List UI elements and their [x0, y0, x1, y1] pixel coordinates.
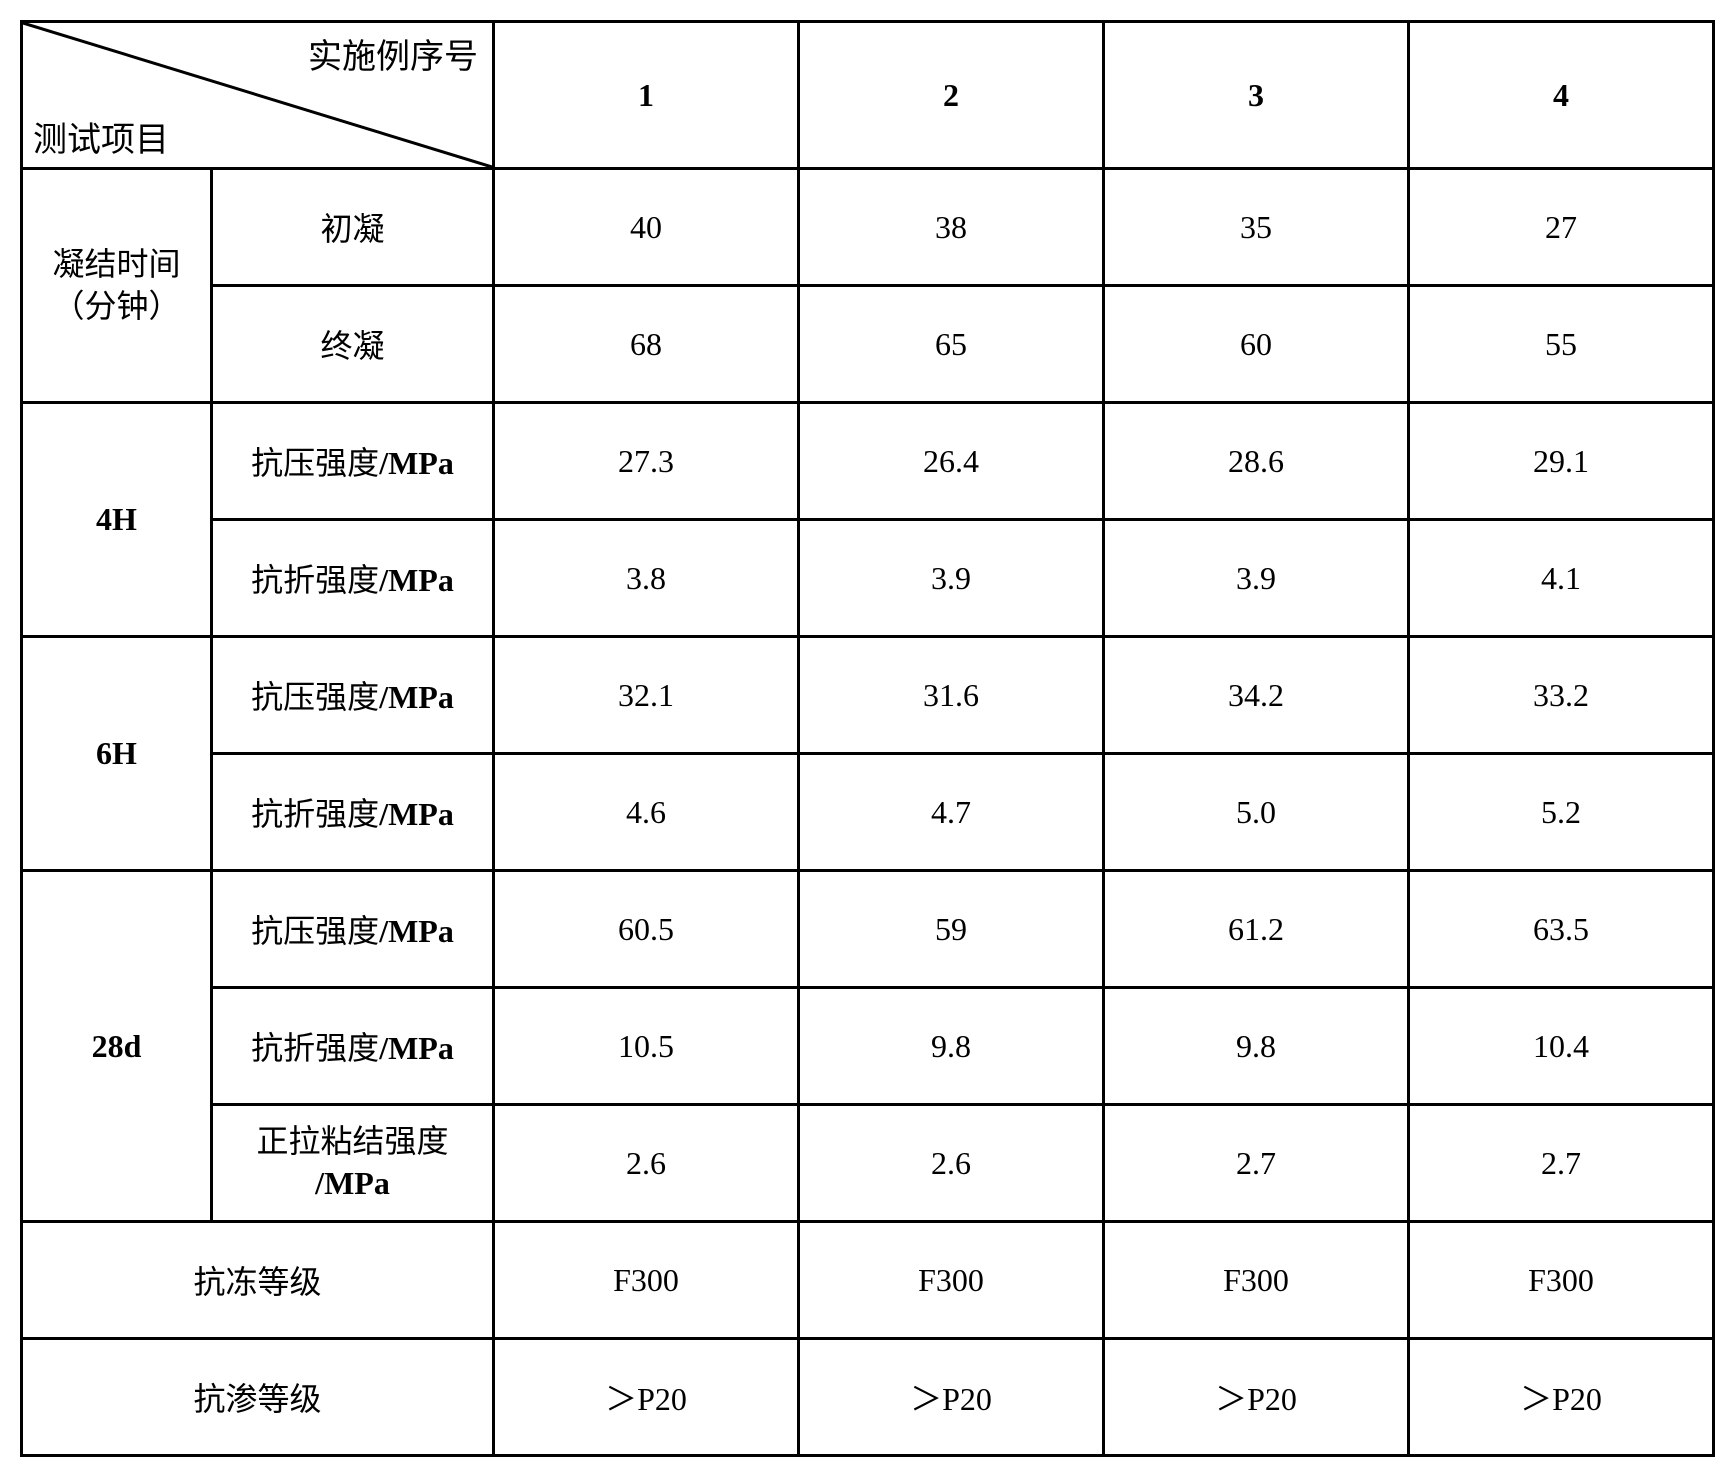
group-6h: 6H	[22, 637, 212, 871]
row-label: 抗压强度/MPa	[212, 403, 494, 520]
row-label: 抗压强度/MPa	[212, 871, 494, 988]
cell: F300	[1104, 1222, 1409, 1339]
table-row: 6H 抗压强度/MPa 32.1 31.6 34.2 33.2	[22, 637, 1714, 754]
table-header-row: 实施例序号 测试项目 1 2 3 4	[22, 22, 1714, 169]
table-row: 抗冻等级 F300 F300 F300 F300	[22, 1222, 1714, 1339]
cell: 31.6	[799, 637, 1104, 754]
table-row: 正拉粘结强度 /MPa 2.6 2.6 2.7 2.7	[22, 1105, 1714, 1222]
cell: 2.6	[494, 1105, 799, 1222]
row-label: 抗折强度/MPa	[212, 520, 494, 637]
cell: 34.2	[1104, 637, 1409, 754]
header-diag-top: 实施例序号	[308, 29, 478, 78]
row-label: 正拉粘结强度 /MPa	[212, 1105, 494, 1222]
cell: 27.3	[494, 403, 799, 520]
table-row: 4H 抗压强度/MPa 27.3 26.4 28.6 29.1	[22, 403, 1714, 520]
group-4h: 4H	[22, 403, 212, 637]
cell: 33.2	[1409, 637, 1714, 754]
group-set-time: 凝结时间 （分钟）	[22, 169, 212, 403]
col-header-3: 3	[1104, 22, 1409, 169]
cell: 29.1	[1409, 403, 1714, 520]
cell: F300	[1409, 1222, 1714, 1339]
col-header-4: 4	[1409, 22, 1714, 169]
cell: 60	[1104, 286, 1409, 403]
col-header-2: 2	[799, 22, 1104, 169]
cell: 9.8	[799, 988, 1104, 1105]
cell: 9.8	[1104, 988, 1409, 1105]
cell: 55	[1409, 286, 1714, 403]
cell: ＞P20	[799, 1339, 1104, 1456]
cell: 5.0	[1104, 754, 1409, 871]
table-row: 抗折强度/MPa 3.8 3.9 3.9 4.1	[22, 520, 1714, 637]
cell: 60.5	[494, 871, 799, 988]
cell: 10.5	[494, 988, 799, 1105]
row-label: 抗折强度/MPa	[212, 754, 494, 871]
row-label: 抗折强度/MPa	[212, 988, 494, 1105]
cell: 61.2	[1104, 871, 1409, 988]
group-label: 凝结时间	[52, 246, 180, 282]
col-header-1: 1	[494, 22, 799, 169]
cell: 32.1	[494, 637, 799, 754]
table-row: 抗渗等级 ＞P20 ＞P20 ＞P20 ＞P20	[22, 1339, 1714, 1456]
cell: 38	[799, 169, 1104, 286]
cell: 3.9	[799, 520, 1104, 637]
cell: 3.9	[1104, 520, 1409, 637]
cell: 4.1	[1409, 520, 1714, 637]
cell: 40	[494, 169, 799, 286]
cell: ＞P20	[494, 1339, 799, 1456]
group-label-sub: （分钟）	[52, 288, 180, 324]
cell: 2.7	[1104, 1105, 1409, 1222]
cell: 26.4	[799, 403, 1104, 520]
cell: 5.2	[1409, 754, 1714, 871]
cell: 35	[1104, 169, 1409, 286]
table-row: 抗折强度/MPa 4.6 4.7 5.0 5.2	[22, 754, 1714, 871]
table-row: 终凝 68 65 60 55	[22, 286, 1714, 403]
cell: 63.5	[1409, 871, 1714, 988]
row-label: 终凝	[212, 286, 494, 403]
cell: 59	[799, 871, 1104, 988]
cell: 27	[1409, 169, 1714, 286]
table-row: 28d 抗压强度/MPa 60.5 59 61.2 63.5	[22, 871, 1714, 988]
cell: ＞P20	[1409, 1339, 1714, 1456]
cell: 4.7	[799, 754, 1104, 871]
cell: 28.6	[1104, 403, 1409, 520]
cell: 68	[494, 286, 799, 403]
row-perm-label: 抗渗等级	[22, 1339, 494, 1456]
results-table: 实施例序号 测试项目 1 2 3 4 凝结时间 （分钟） 初凝 40 38 35…	[20, 20, 1715, 1457]
cell: F300	[494, 1222, 799, 1339]
row-label: 初凝	[212, 169, 494, 286]
header-diag-bottom: 测试项目	[33, 112, 169, 161]
row-label: 抗压强度/MPa	[212, 637, 494, 754]
cell: 2.7	[1409, 1105, 1714, 1222]
diagonal-header-cell: 实施例序号 测试项目	[22, 22, 494, 169]
cell: F300	[799, 1222, 1104, 1339]
cell: 3.8	[494, 520, 799, 637]
cell: ＞P20	[1104, 1339, 1409, 1456]
table-row: 抗折强度/MPa 10.5 9.8 9.8 10.4	[22, 988, 1714, 1105]
cell: 4.6	[494, 754, 799, 871]
cell: 65	[799, 286, 1104, 403]
row-frost-label: 抗冻等级	[22, 1222, 494, 1339]
table-row: 凝结时间 （分钟） 初凝 40 38 35 27	[22, 169, 1714, 286]
group-28d: 28d	[22, 871, 212, 1222]
cell: 2.6	[799, 1105, 1104, 1222]
cell: 10.4	[1409, 988, 1714, 1105]
